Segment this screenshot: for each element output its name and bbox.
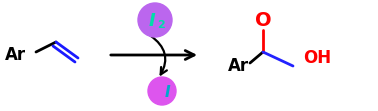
Circle shape: [138, 3, 172, 37]
Text: Ar: Ar: [5, 46, 26, 64]
Text: 2: 2: [157, 20, 165, 30]
Text: I: I: [164, 84, 170, 99]
FancyArrowPatch shape: [150, 36, 167, 74]
Text: Ar: Ar: [228, 57, 249, 75]
Text: I: I: [149, 12, 155, 30]
Text: O: O: [255, 11, 271, 30]
Text: H: H: [150, 84, 163, 99]
Circle shape: [148, 77, 176, 105]
Text: OH: OH: [303, 49, 331, 67]
